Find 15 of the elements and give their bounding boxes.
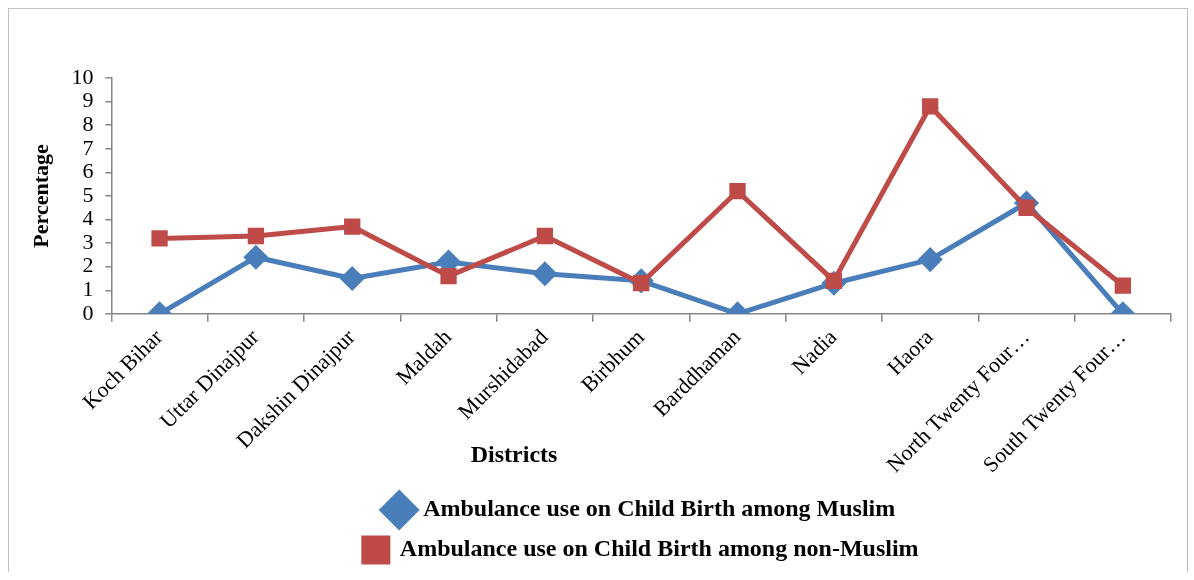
y-tick-label: 8 [82,110,94,136]
y-tick-label: 0 [82,299,94,325]
y-tick-label: 2 [82,252,94,278]
y-tick-label: 7 [82,134,94,160]
y-tick-label: 4 [82,205,94,231]
y-tick-label: 5 [82,181,94,207]
y-tick-label: 9 [82,87,94,113]
legend-label: Ambulance use on Child Birth among Muslim [423,495,896,522]
y-tick-label: 6 [82,158,94,184]
x-axis-title: Districts [470,441,558,468]
y-tick-label: 10 [71,63,94,89]
y-axis-title: Percentage [27,143,53,248]
y-tick-label: 1 [82,276,94,302]
y-tick-label: 3 [82,228,94,254]
legend-label: Ambulance use on Child Birth among non-Muslim [399,535,919,562]
